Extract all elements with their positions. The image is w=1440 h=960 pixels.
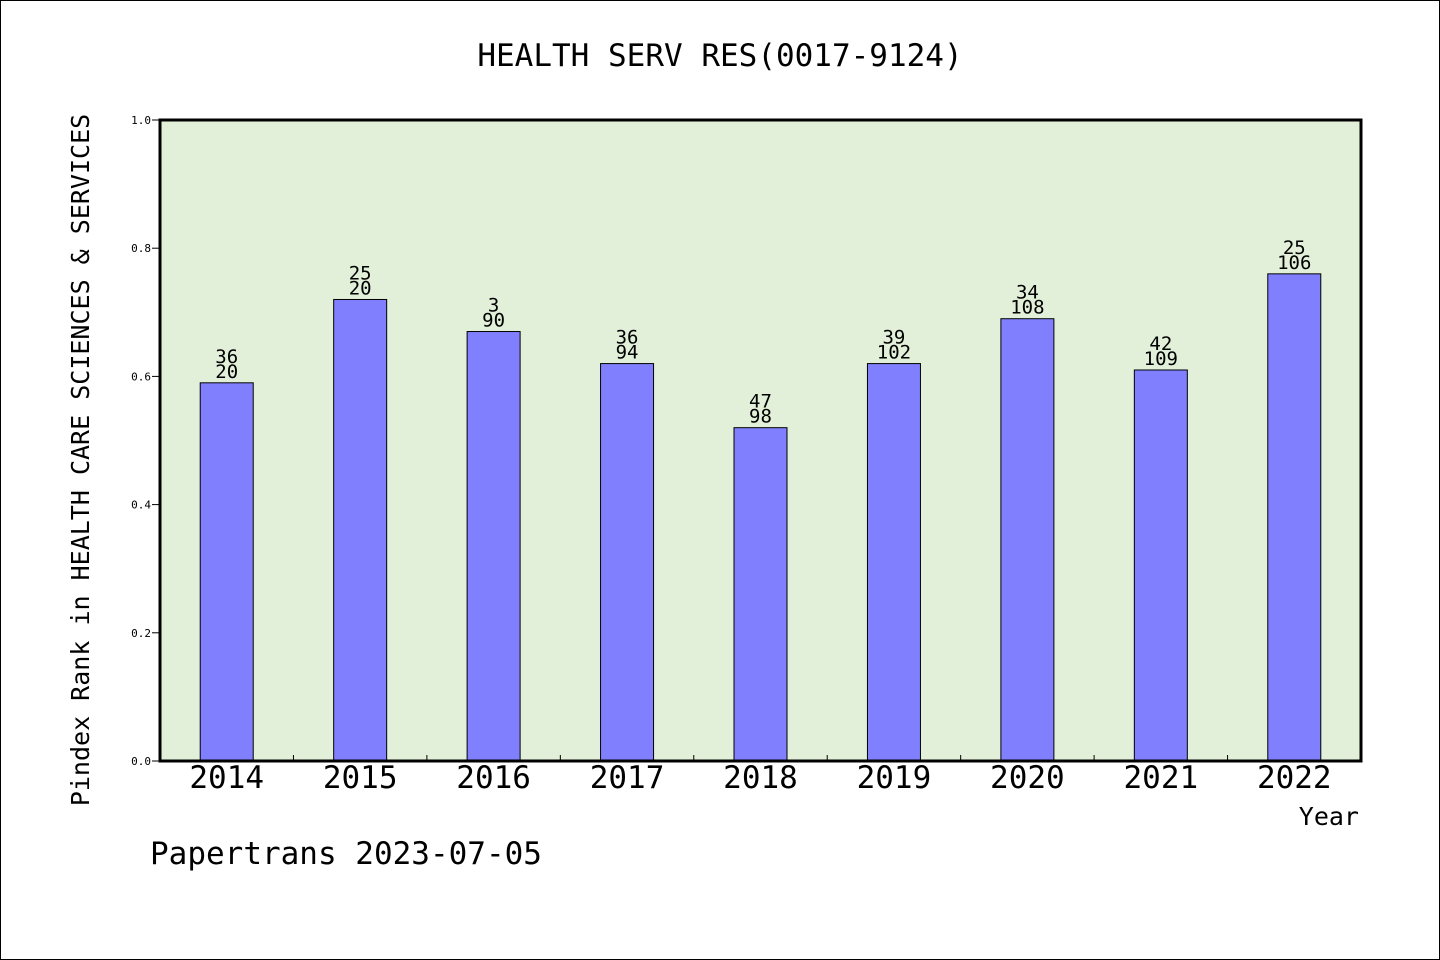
x-tick-label: 2017 bbox=[590, 760, 665, 796]
x-tick-label: 2020 bbox=[990, 760, 1065, 796]
bar-label-bottom: 94 bbox=[616, 342, 639, 364]
x-tick-label: 2015 bbox=[323, 760, 398, 796]
bar-label-bottom: 109 bbox=[1144, 348, 1178, 370]
bar-label-top: 36 bbox=[616, 327, 639, 349]
bars bbox=[199, 273, 1322, 762]
y-axis: 0.0 0.2 0.4 0.6 0.8 1.0 bbox=[131, 114, 160, 768]
footer-credit: Papertrans 2023-07-05 bbox=[150, 836, 542, 872]
bar-2021 bbox=[1133, 369, 1188, 762]
y-tick-label: 0.4 bbox=[131, 499, 151, 512]
bar-label-top: 36 bbox=[215, 346, 238, 368]
bar-label-top: 42 bbox=[1149, 333, 1172, 355]
x-axis: 2014 2015 2016 2017 2018 2019 2020 2021 2022 bbox=[189, 755, 1332, 796]
bar-2022 bbox=[1267, 273, 1322, 762]
x-tick-label: 2016 bbox=[456, 760, 531, 796]
plot-border bbox=[158, 118, 1363, 763]
bar-2016 bbox=[466, 331, 521, 762]
y-tick-label: 0.0 bbox=[131, 755, 151, 768]
bar-2015 bbox=[333, 298, 388, 762]
bar-label-bottom: 102 bbox=[877, 342, 911, 364]
bar-2020 bbox=[1000, 318, 1055, 762]
bar-2014 bbox=[199, 382, 254, 762]
x-tick-label: 2014 bbox=[189, 760, 264, 796]
y-tick-label: 1.0 bbox=[131, 114, 151, 127]
y-tick-label: 0.2 bbox=[131, 627, 151, 640]
bar-label-bottom: 106 bbox=[1277, 252, 1311, 274]
y-tick-label: 0.6 bbox=[131, 370, 151, 383]
bar-label-bottom: 90 bbox=[482, 310, 505, 332]
x-tick-label: 2022 bbox=[1257, 760, 1332, 796]
bar-label-bottom: 20 bbox=[215, 361, 238, 383]
bar-label-bottom: 98 bbox=[749, 406, 772, 428]
bar-label-top: 39 bbox=[882, 327, 905, 349]
x-tick-label: 2018 bbox=[723, 760, 798, 796]
x-tick-label: 2019 bbox=[857, 760, 932, 796]
bar-label-top: 3 bbox=[488, 295, 499, 317]
chart-title: HEALTH SERV RES(0017-9124) bbox=[477, 38, 962, 74]
bar-label-top: 25 bbox=[349, 262, 372, 284]
bar-2017 bbox=[600, 363, 655, 762]
bar-2019 bbox=[866, 363, 921, 762]
y-axis-label: Pindex Rank in HEALTH CARE SCIENCES & SE… bbox=[66, 114, 95, 806]
bar-label-top: 47 bbox=[749, 391, 772, 413]
bar-2018 bbox=[733, 427, 788, 762]
y-tick-label: 0.8 bbox=[131, 242, 151, 255]
bar-label-bottom: 108 bbox=[1010, 297, 1044, 319]
bar-label-bottom: 20 bbox=[349, 277, 372, 299]
bar-label-top: 25 bbox=[1283, 237, 1306, 259]
x-axis-label: Year bbox=[1299, 802, 1359, 831]
bar-label-top: 34 bbox=[1016, 282, 1039, 304]
x-tick-label: 2021 bbox=[1124, 760, 1199, 796]
